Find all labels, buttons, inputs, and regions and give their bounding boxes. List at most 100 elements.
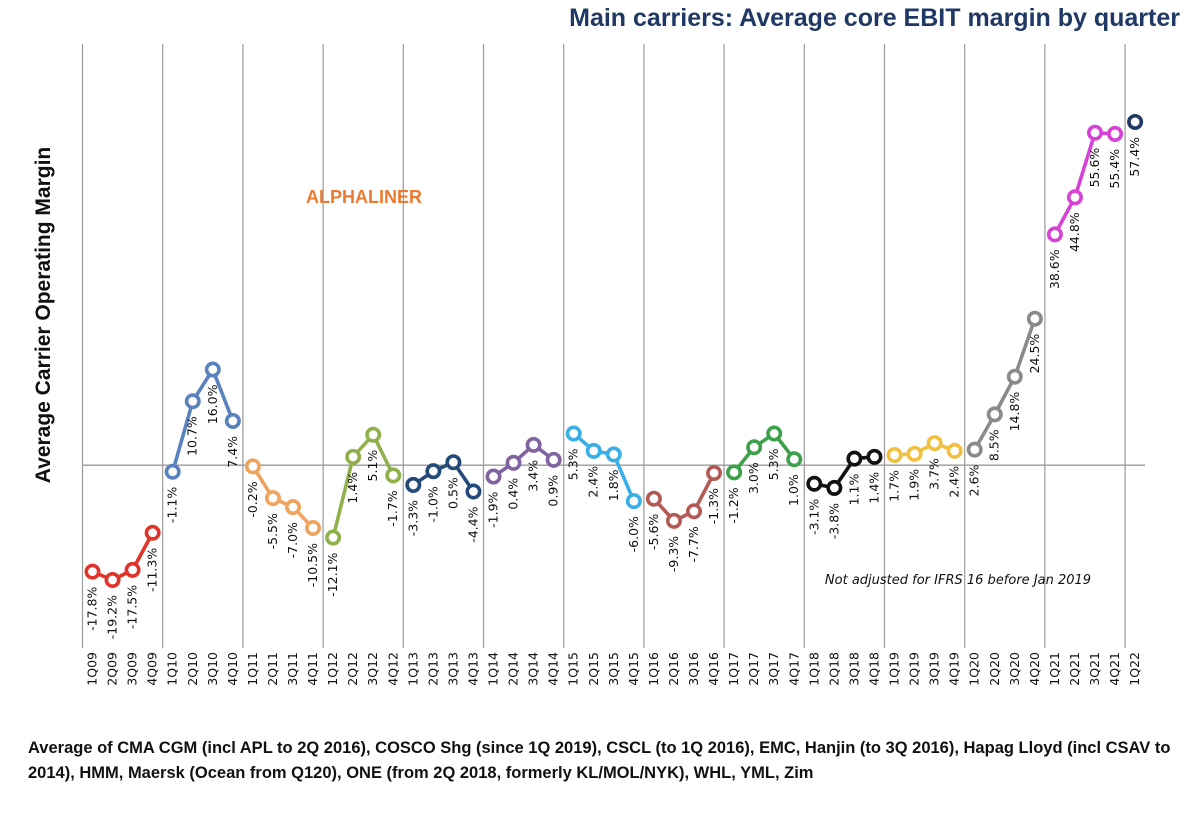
data-label: 3.7% [927,458,942,490]
data-point [507,457,519,469]
data-label: -7.7% [686,526,701,562]
data-point [828,482,840,494]
data-label: 1.4% [345,472,360,504]
data-point [307,522,319,534]
data-label: -5.5% [265,513,280,549]
x-tick-label: 2Q20 [987,652,1002,686]
data-point [948,445,960,457]
x-tick-label: 4Q18 [866,652,881,686]
x-tick-label: 1Q18 [806,652,821,686]
y-axis-label: Average Carrier Operating Margin [32,147,55,484]
data-label: 1.4% [866,472,881,504]
chart-title: Main carriers: Average core EBIT margin … [569,4,1180,32]
x-tick-label: 2Q17 [746,652,761,686]
x-tick-label: 2Q10 [185,652,200,686]
x-tick-label: 1Q20 [967,652,982,686]
data-label: 3.4% [526,460,541,492]
data-label: -1.3% [706,488,721,524]
data-point [1109,128,1121,140]
x-tick-label: 1Q12 [325,652,340,686]
series-line [574,434,634,502]
data-label: 10.7% [185,416,200,456]
data-point [387,469,399,481]
series-6: 5.3%2.4% 1.8%-6.0% [566,427,641,552]
series-line [975,319,1035,450]
data-label: 1.0% [786,474,801,506]
series-3: -12.1% 1.4% 5.1% -1.7% [325,429,400,597]
data-label: -5.6% [646,514,661,550]
data-point [888,449,900,461]
data-label: 5.1% [365,450,380,482]
data-point [207,363,219,375]
data-point [287,501,299,513]
data-label: -1.7% [385,490,400,526]
data-label: 55.4% [1107,149,1122,189]
data-label: 2.4% [586,466,601,498]
data-point [668,515,680,527]
data-label: 5.3% [566,448,581,480]
x-tick-label: 1Q10 [165,652,180,686]
series-line [895,443,955,455]
series-line [253,466,313,528]
data-point [708,467,720,479]
data-label: 16.0% [205,384,220,424]
data-point [547,454,559,466]
data-point [1129,116,1141,128]
x-tick-label: 1Q15 [566,652,581,686]
x-tick-label: 1Q11 [245,652,260,686]
data-point [608,448,620,460]
data-label: -3.1% [806,499,821,535]
data-label: 1.1% [846,474,861,506]
data-point [908,448,920,460]
x-tick-label: 3Q12 [365,652,380,686]
data-point [989,408,1001,420]
data-label: -6.0% [626,516,641,552]
x-tick-label: 3Q17 [766,652,781,686]
data-point [588,445,600,457]
data-point [126,564,138,576]
data-label: 2.4% [947,466,962,498]
data-point [648,492,660,504]
data-point [748,441,760,453]
data-label: 38.6% [1047,249,1062,289]
data-point [868,451,880,463]
data-label: -12.1% [325,552,340,596]
data-label: 2.6% [967,465,982,497]
x-tick-label: 3Q18 [846,652,861,686]
x-tick-label: 4Q11 [305,652,320,686]
x-tick-label: 4Q09 [145,652,160,686]
series-4: -3.3% -1.0% 0.5%-4.4% [405,456,480,543]
x-tick-labels: 1Q09 2Q09 3Q09 4Q09 1Q10 2Q10 3Q10 4Q10 1Q11 2Q11… [85,652,1143,686]
x-tick-label: 4Q10 [225,652,240,686]
data-label: 8.5% [987,429,1002,461]
x-tick-label: 1Q09 [85,652,100,686]
x-tick-label: 4Q13 [465,652,480,686]
data-label: -3.3% [405,500,420,536]
series-line [494,445,554,477]
data-label: 14.8% [1007,392,1022,432]
series-line [814,457,874,488]
series-1: -1.1%10.7%16.0%7.4% [165,363,240,523]
data-label: -3.8% [826,503,841,539]
data-label: 0.5% [445,477,460,509]
data-label: 0.4% [506,478,521,510]
x-tick-label: 2Q19 [907,652,922,686]
series-0: -17.8% -19.2% -17.5% -11.3% [85,527,160,640]
data-label: -1.1% [165,487,180,523]
data-label: 57.4% [1127,137,1142,177]
x-tick-label: 4Q21 [1107,652,1122,686]
series-13: 57.4% [1127,116,1142,177]
series-2: -0.2%-5.5% -7.0%-10.5% [245,460,320,587]
series-line [1055,133,1115,235]
data-label: -11.3% [145,548,160,592]
data-point [1029,312,1041,324]
data-point [86,565,98,577]
x-tick-label: 3Q15 [606,652,621,686]
x-tick-label: 3Q09 [125,652,140,686]
data-label: 5.3% [766,448,781,480]
data-point [808,478,820,490]
data-label: -9.3% [666,536,681,572]
x-tick-label: 3Q21 [1087,652,1102,686]
series-line [413,462,473,491]
data-label: -0.2% [245,481,260,517]
